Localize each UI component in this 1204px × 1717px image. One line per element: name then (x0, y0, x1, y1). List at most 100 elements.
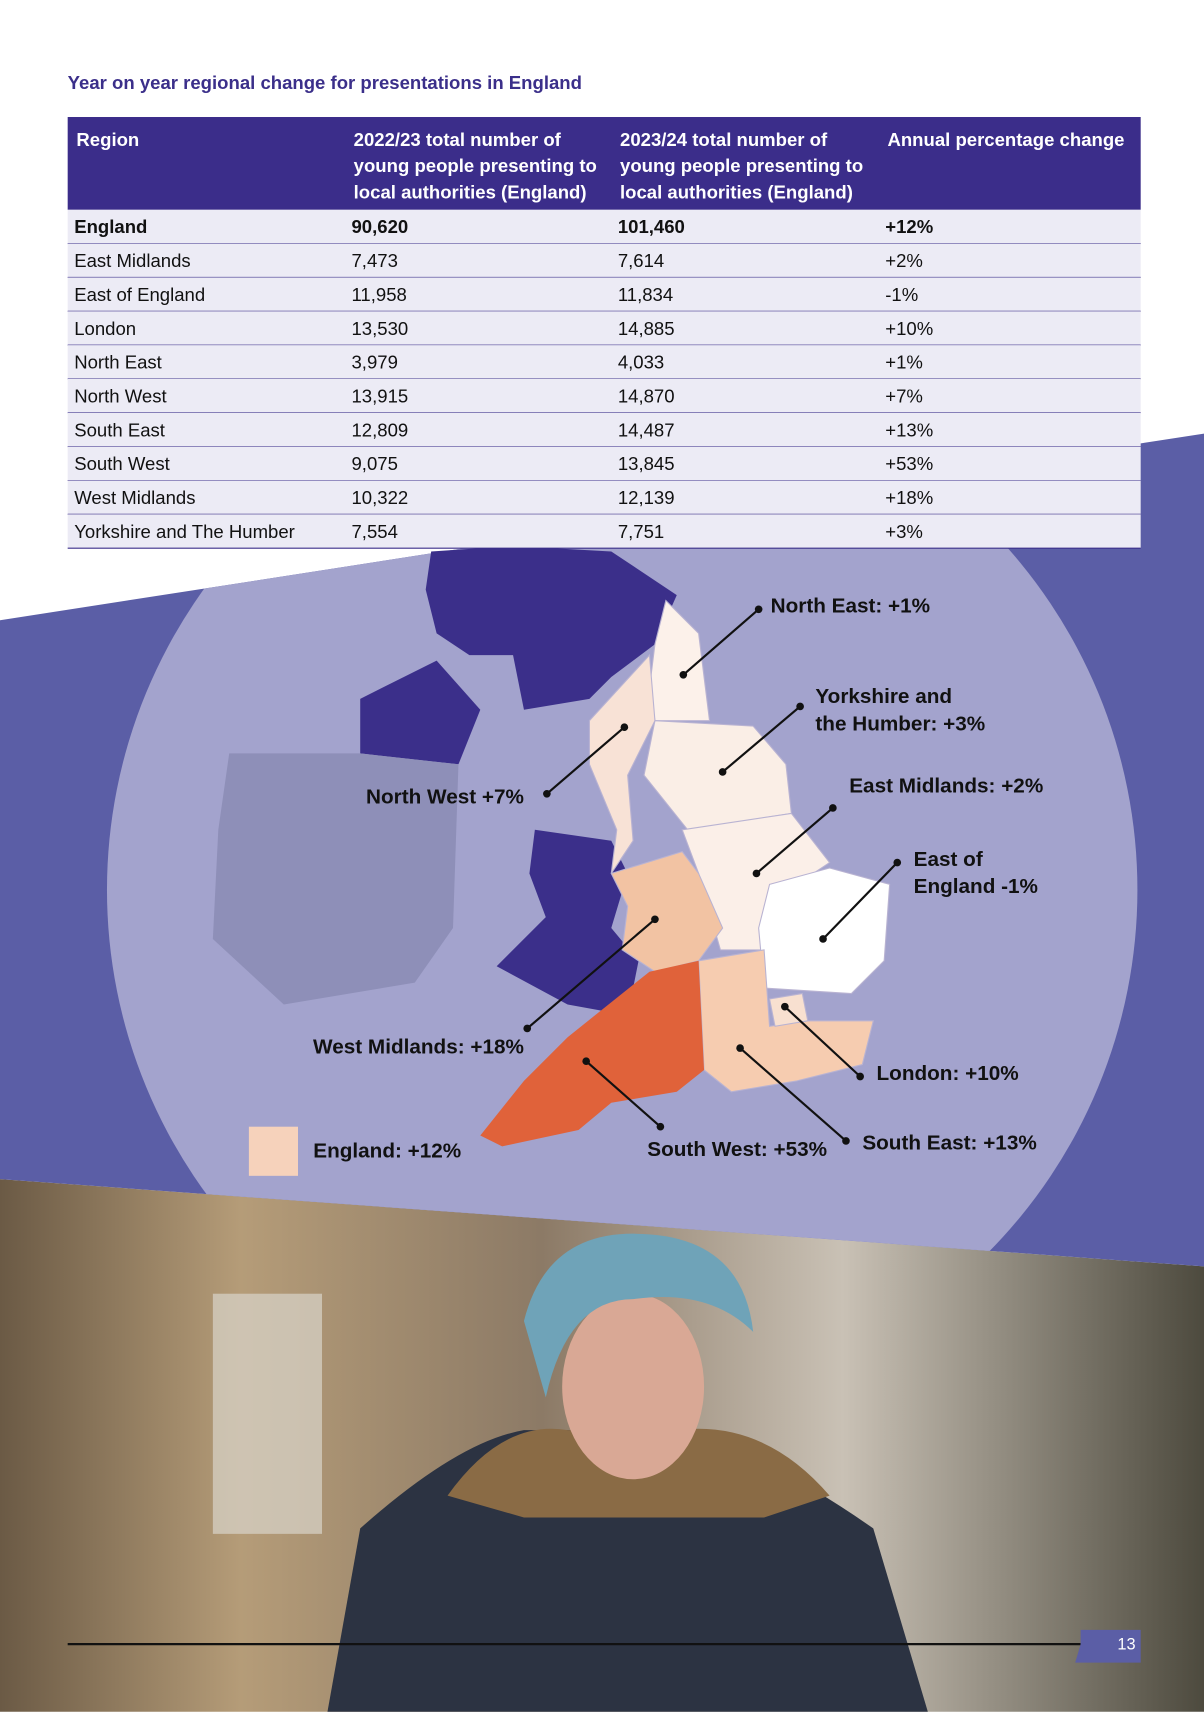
photo-window (212, 1293, 323, 1534)
east-of-england (758, 867, 891, 995)
table-cell: 7,473 (351, 250, 397, 271)
leader-dot (582, 1057, 590, 1066)
table-header: young people presenting to (620, 155, 863, 176)
table-cell: 12,809 (351, 419, 408, 440)
legend-label: England: +12% (313, 1139, 461, 1162)
table-cell: 13,845 (618, 453, 675, 474)
table-cell: 10,322 (351, 487, 408, 508)
table-row-bg (67, 345, 1141, 379)
table-cell: England (74, 216, 147, 237)
table-cell: +1% (885, 352, 923, 373)
leader-dot (718, 768, 727, 776)
table-cell: South East (74, 419, 166, 440)
table-header: local authorities (England) (620, 181, 853, 202)
photo-hair (523, 1233, 754, 1398)
table-row-bg (67, 243, 1141, 278)
table-cell: West Midlands (74, 487, 195, 508)
table-cell: 101,460 (618, 216, 685, 237)
wales (496, 829, 639, 1016)
table-cell: 3,979 (351, 352, 397, 373)
table-row-bg (67, 209, 1141, 244)
map-label: North East: +1% (771, 595, 930, 618)
leader-dot (781, 1002, 789, 1011)
table-cell: +7% (885, 385, 923, 406)
table-row-bg (67, 480, 1141, 515)
table-header: young people presenting to (354, 155, 597, 176)
map-label: the Humber: +3% (815, 712, 985, 735)
table-cell: East Midlands (74, 250, 191, 271)
table-cell: 13,915 (351, 385, 408, 406)
map-label: England -1% (914, 875, 1038, 898)
table-header: 2022/23 total number of (354, 129, 562, 150)
south-east (698, 949, 874, 1093)
leader-line (682, 608, 760, 676)
table-cell: 9,075 (351, 453, 397, 474)
table-cell: Yorkshire and The Humber (74, 521, 295, 542)
table-cell: East of England (74, 284, 205, 305)
table-row-bg (67, 412, 1141, 447)
table-header: Region (76, 129, 139, 150)
leader-dot (796, 702, 804, 711)
leader-line (822, 861, 899, 940)
map-label: Yorkshire and (815, 685, 952, 708)
northern-ireland (360, 660, 481, 765)
leader-line (739, 1047, 847, 1142)
map (212, 545, 891, 1147)
map-label: South East: +13% (862, 1132, 1036, 1155)
table-row-bg (67, 378, 1141, 413)
table-cell: +18% (885, 487, 933, 508)
table-cell: 14,870 (618, 385, 675, 406)
map-label: East Midlands: +2% (849, 775, 1043, 798)
leader-dot (620, 723, 629, 732)
map-label: South West: +53% (647, 1138, 827, 1161)
map-label: West Midlands: +18% (313, 1036, 524, 1059)
south-west (480, 960, 705, 1147)
page-title: Year on year regional change for present… (68, 72, 582, 93)
table-cell: 12,139 (618, 487, 675, 508)
leader-dot (656, 1122, 665, 1131)
table-row-bg (67, 514, 1141, 549)
leader-line (784, 1005, 861, 1078)
table-header-bg (67, 117, 1141, 210)
leader-dot (752, 869, 761, 878)
table-cell: 4,033 (618, 352, 664, 373)
table-cell: +12% (885, 216, 933, 237)
north-west (588, 653, 656, 874)
leader-dot (893, 858, 902, 867)
leader-line (755, 807, 834, 875)
leader-line (585, 1060, 662, 1128)
table-row-bg (67, 311, 1141, 346)
table-cell: +13% (885, 419, 933, 440)
table-cell: 7,751 (618, 521, 664, 542)
table-row-bg (67, 446, 1141, 481)
map-label: East of (914, 848, 983, 871)
legend-swatch (248, 1126, 298, 1176)
leader-dot (679, 670, 688, 679)
leader-dot (842, 1137, 850, 1145)
table-row-bg (67, 277, 1141, 312)
leader-line (546, 726, 626, 795)
table-cell: 13,530 (351, 318, 408, 339)
table-cell: +53% (885, 453, 933, 474)
table-cell: 11,834 (618, 284, 673, 305)
table-cell: 7,614 (618, 250, 664, 271)
table-header: 2023/24 total number of (620, 129, 828, 150)
page-number-tab (1075, 1629, 1141, 1663)
leader-dot (829, 804, 837, 812)
page-number: 13 (1117, 1636, 1135, 1654)
leader-dot (736, 1044, 744, 1052)
table-header: local authorities (England) (354, 181, 587, 202)
scotland (425, 545, 677, 710)
table-cell: 14,487 (618, 419, 675, 440)
table-cell: 11,958 (351, 284, 406, 305)
map-label: London: +10% (877, 1062, 1019, 1085)
table-cell: -1% (885, 284, 918, 305)
leader-line (526, 918, 656, 1030)
table-cell: 90,620 (351, 216, 408, 237)
leader-dot (523, 1024, 532, 1033)
leader-dot (856, 1072, 864, 1081)
table-cell: +10% (885, 318, 933, 339)
table-cell: +3% (885, 521, 923, 542)
